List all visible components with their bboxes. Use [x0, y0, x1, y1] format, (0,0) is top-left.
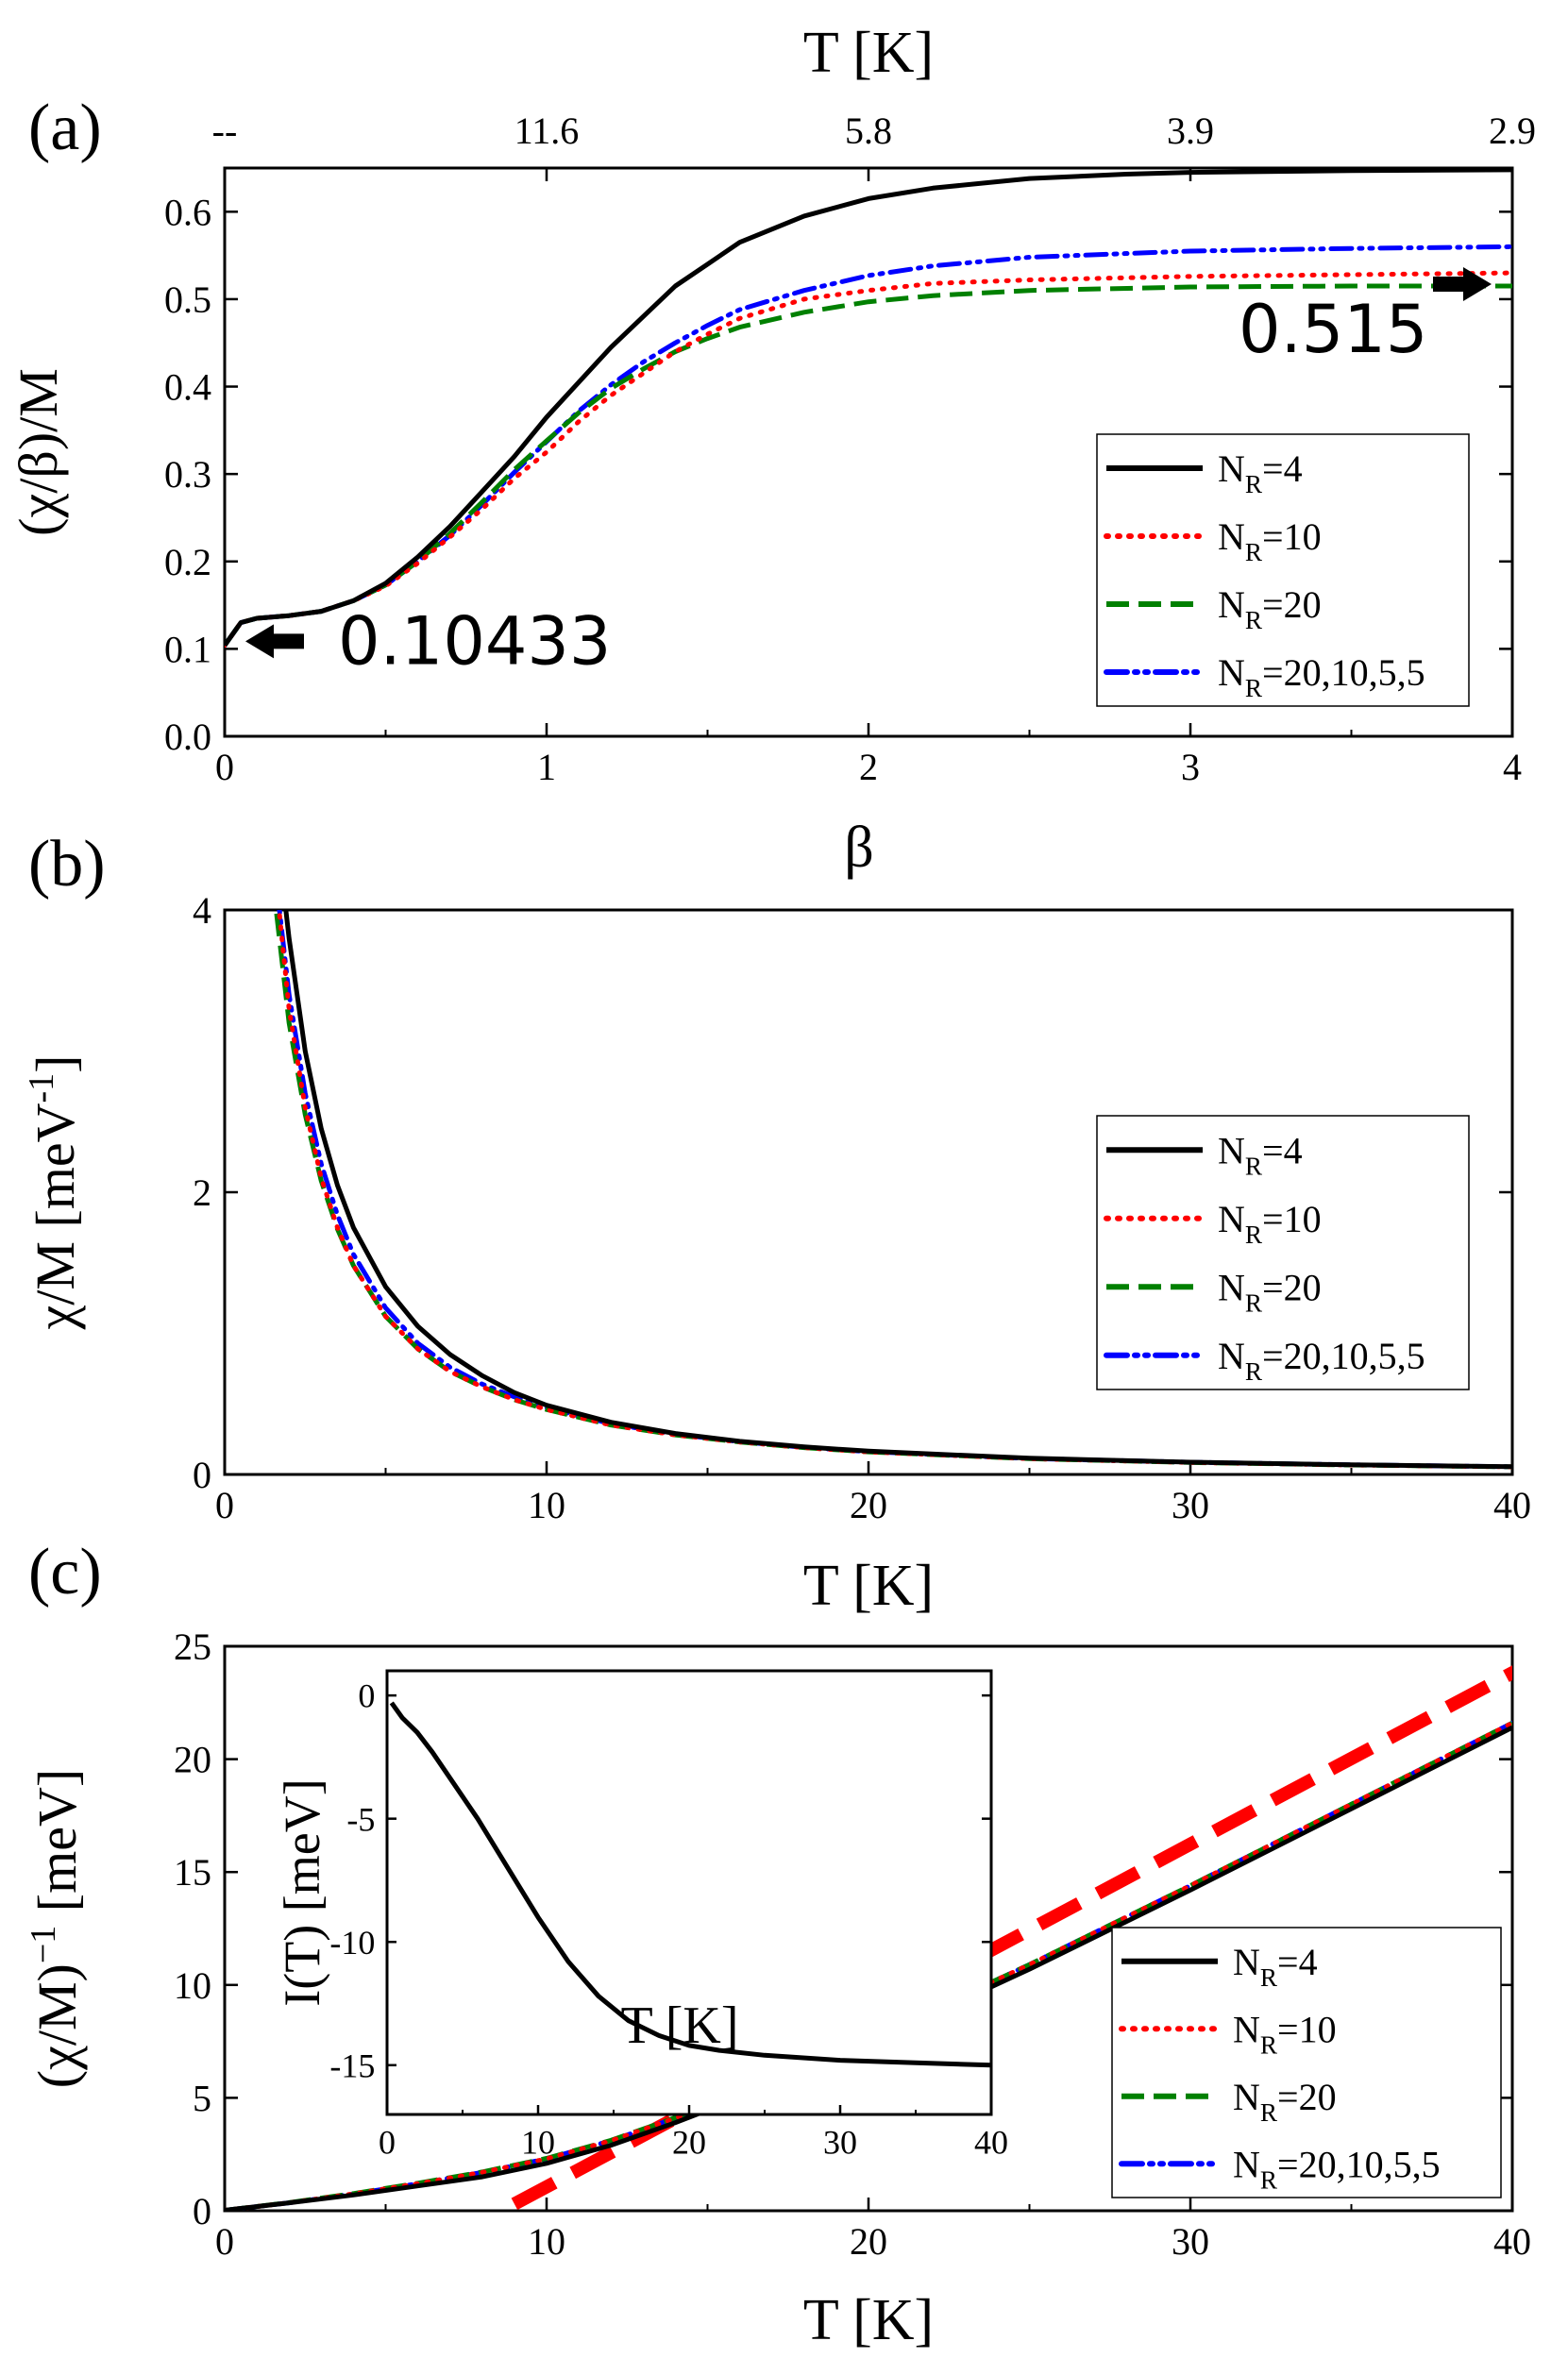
series-line-linear-fit — [511, 1665, 1512, 2210]
inset-y-axis-label: I(T) [meV] — [274, 1778, 330, 2006]
x-tick-label: 2 — [859, 746, 878, 788]
y-tick-label: 0 — [193, 1454, 211, 1496]
annotation-max: 0.515 — [1239, 291, 1427, 368]
series-line-n-r-10 — [225, 1720, 1512, 2211]
x-tick-label: 40 — [1493, 2220, 1531, 2263]
x-tick-label: 30 — [1172, 1484, 1209, 1526]
y-axis-label: (χ/M)−1 [meV] — [24, 1769, 88, 2088]
y-tick-label: -10 — [329, 1924, 375, 1962]
y-tick-label: 0.2 — [164, 541, 211, 583]
legend: NR=4 NR=10 NR=20 NR=20,10,5,5 — [1096, 433, 1470, 707]
legend-label: NR=4 — [1233, 1941, 1318, 1992]
y-tick-label: 0.5 — [164, 278, 211, 321]
y-tick-label: 0.4 — [164, 366, 211, 409]
y-axis-label: (χ/β)/M — [8, 368, 69, 536]
y-tick-label: 0.6 — [164, 191, 211, 233]
legend: NR=4 NR=10 NR=20 NR=20,10,5,5 — [1111, 1927, 1502, 2198]
x-tick-label: 1 — [537, 746, 556, 788]
y-tick-label: 4 — [193, 889, 211, 932]
y-tick-label: 10 — [174, 1964, 211, 2007]
legend-label: NR=20 — [1233, 2076, 1337, 2127]
y-tick-label: 2 — [193, 1171, 211, 1214]
annotation-min: 0.10433 — [338, 602, 611, 680]
x-axis-label: T [K] — [803, 1554, 934, 1618]
legend-box — [1096, 433, 1470, 707]
inset-chart: 0 10 20 30 40 0 -5 -10 -15 T [K] I(T) [meV] — [274, 1669, 1008, 2161]
y-tick-label: 25 — [174, 1625, 211, 1668]
x-tick-label: 40 — [974, 2123, 1008, 2161]
top-tick-label: -- — [212, 109, 238, 152]
panel-label: (b) — [28, 828, 106, 901]
panel-label: (a) — [28, 92, 102, 164]
plot-frame — [223, 1644, 1514, 2213]
panel-b: 0 10 20 30 40 0 2 4 (b) T [K] χ/M [meV-1] NR=4 NR=10… — [22, 828, 1531, 1618]
x-axis-label: T [K] — [803, 2288, 934, 2352]
y-tick-label: 20 — [174, 1739, 211, 1781]
legend-label: NR=20 — [1218, 583, 1322, 634]
plot-frame — [223, 166, 1514, 738]
y-tick-label: 15 — [174, 1851, 211, 1894]
x-tick-label: 20 — [850, 1484, 887, 1526]
y-tick-label: 0.3 — [164, 453, 211, 496]
x-tick-label: 40 — [1493, 1484, 1531, 1526]
series-line-n-r-4 — [225, 168, 1512, 648]
panel-a: 0 1 2 3 4 0.0 0.1 0.2 0.3 0.4 0.5 0.6-- 11.6 5.8 3.9 2.… — [8, 21, 1536, 880]
annotation-arrow-left — [245, 624, 304, 659]
y-tick-label: 5 — [193, 2077, 211, 2119]
y-tick-label: -15 — [329, 2046, 375, 2084]
x-tick-label: 3 — [1181, 746, 1200, 788]
top-axis-label: T [K] — [803, 21, 934, 85]
y-tick-label: 0 — [358, 1677, 375, 1715]
top-tick-label: 3.9 — [1167, 109, 1214, 152]
y-tick-label: 0.1 — [164, 628, 211, 670]
legend-label: NR=10 — [1218, 515, 1322, 566]
legend-box — [1096, 1115, 1470, 1390]
series-line-n-r-4 — [283, 910, 1512, 1470]
x-tick-label: 0 — [215, 2220, 234, 2263]
top-tick-label: 2.9 — [1489, 109, 1536, 152]
x-tick-label: 0 — [215, 746, 234, 788]
panel-c: 0 10 20 30 40 0 5 10 15 20 25 (c) T [K] (χ/M)−1 [meV]… — [24, 1536, 1531, 2352]
y-tick-label: -5 — [346, 1800, 375, 1838]
legend: NR=4 NR=10 NR=20 NR=20,10,5,5 — [1096, 1115, 1470, 1390]
legend-label: NR=10 — [1218, 1198, 1322, 1249]
legend-label: NR=20 — [1218, 1266, 1322, 1317]
x-tick-label: 0 — [215, 1484, 234, 1526]
legend-label: NR=20,10,5,5 — [1233, 2143, 1441, 2194]
panel-label: (c) — [28, 1536, 102, 1608]
y-tick-label: 0 — [193, 2190, 211, 2232]
x-tick-label: 30 — [823, 2123, 857, 2161]
x-tick-label: 4 — [1503, 746, 1522, 788]
series-line-n-r-4 — [225, 1725, 1512, 2211]
series-line-i-t- — [389, 1701, 991, 2068]
legend-label: NR=10 — [1233, 2008, 1337, 2059]
x-tick-label: 10 — [521, 2123, 555, 2161]
legend-label: NR=4 — [1218, 447, 1303, 498]
x-tick-label: 10 — [528, 1484, 565, 1526]
x-axis-label: β — [844, 816, 874, 880]
top-tick-label: 5.8 — [845, 109, 892, 152]
annotation-arrow-right — [1433, 267, 1492, 302]
legend-label: NR=20,10,5,5 — [1218, 651, 1425, 702]
y-tick-label: 0.0 — [164, 716, 211, 758]
series-line-n-r-10 — [225, 270, 1512, 648]
x-tick-label: 30 — [1172, 2220, 1209, 2263]
x-tick-label: 20 — [672, 2123, 706, 2161]
x-tick-label: 10 — [528, 2220, 565, 2263]
plot-frame — [223, 908, 1514, 1476]
top-tick-label: 11.6 — [514, 109, 580, 152]
legend-box — [1111, 1927, 1502, 2198]
plot-frame — [385, 1669, 993, 2116]
inset-x-axis-label: T [K] — [621, 1996, 739, 2055]
legend-label: NR=20,10,5,5 — [1218, 1335, 1425, 1386]
legend-label: NR=4 — [1218, 1129, 1303, 1180]
x-tick-label: 20 — [850, 2220, 887, 2263]
x-tick-label: 0 — [379, 2123, 396, 2161]
y-axis-label: χ/M [meV-1] — [22, 1055, 86, 1331]
